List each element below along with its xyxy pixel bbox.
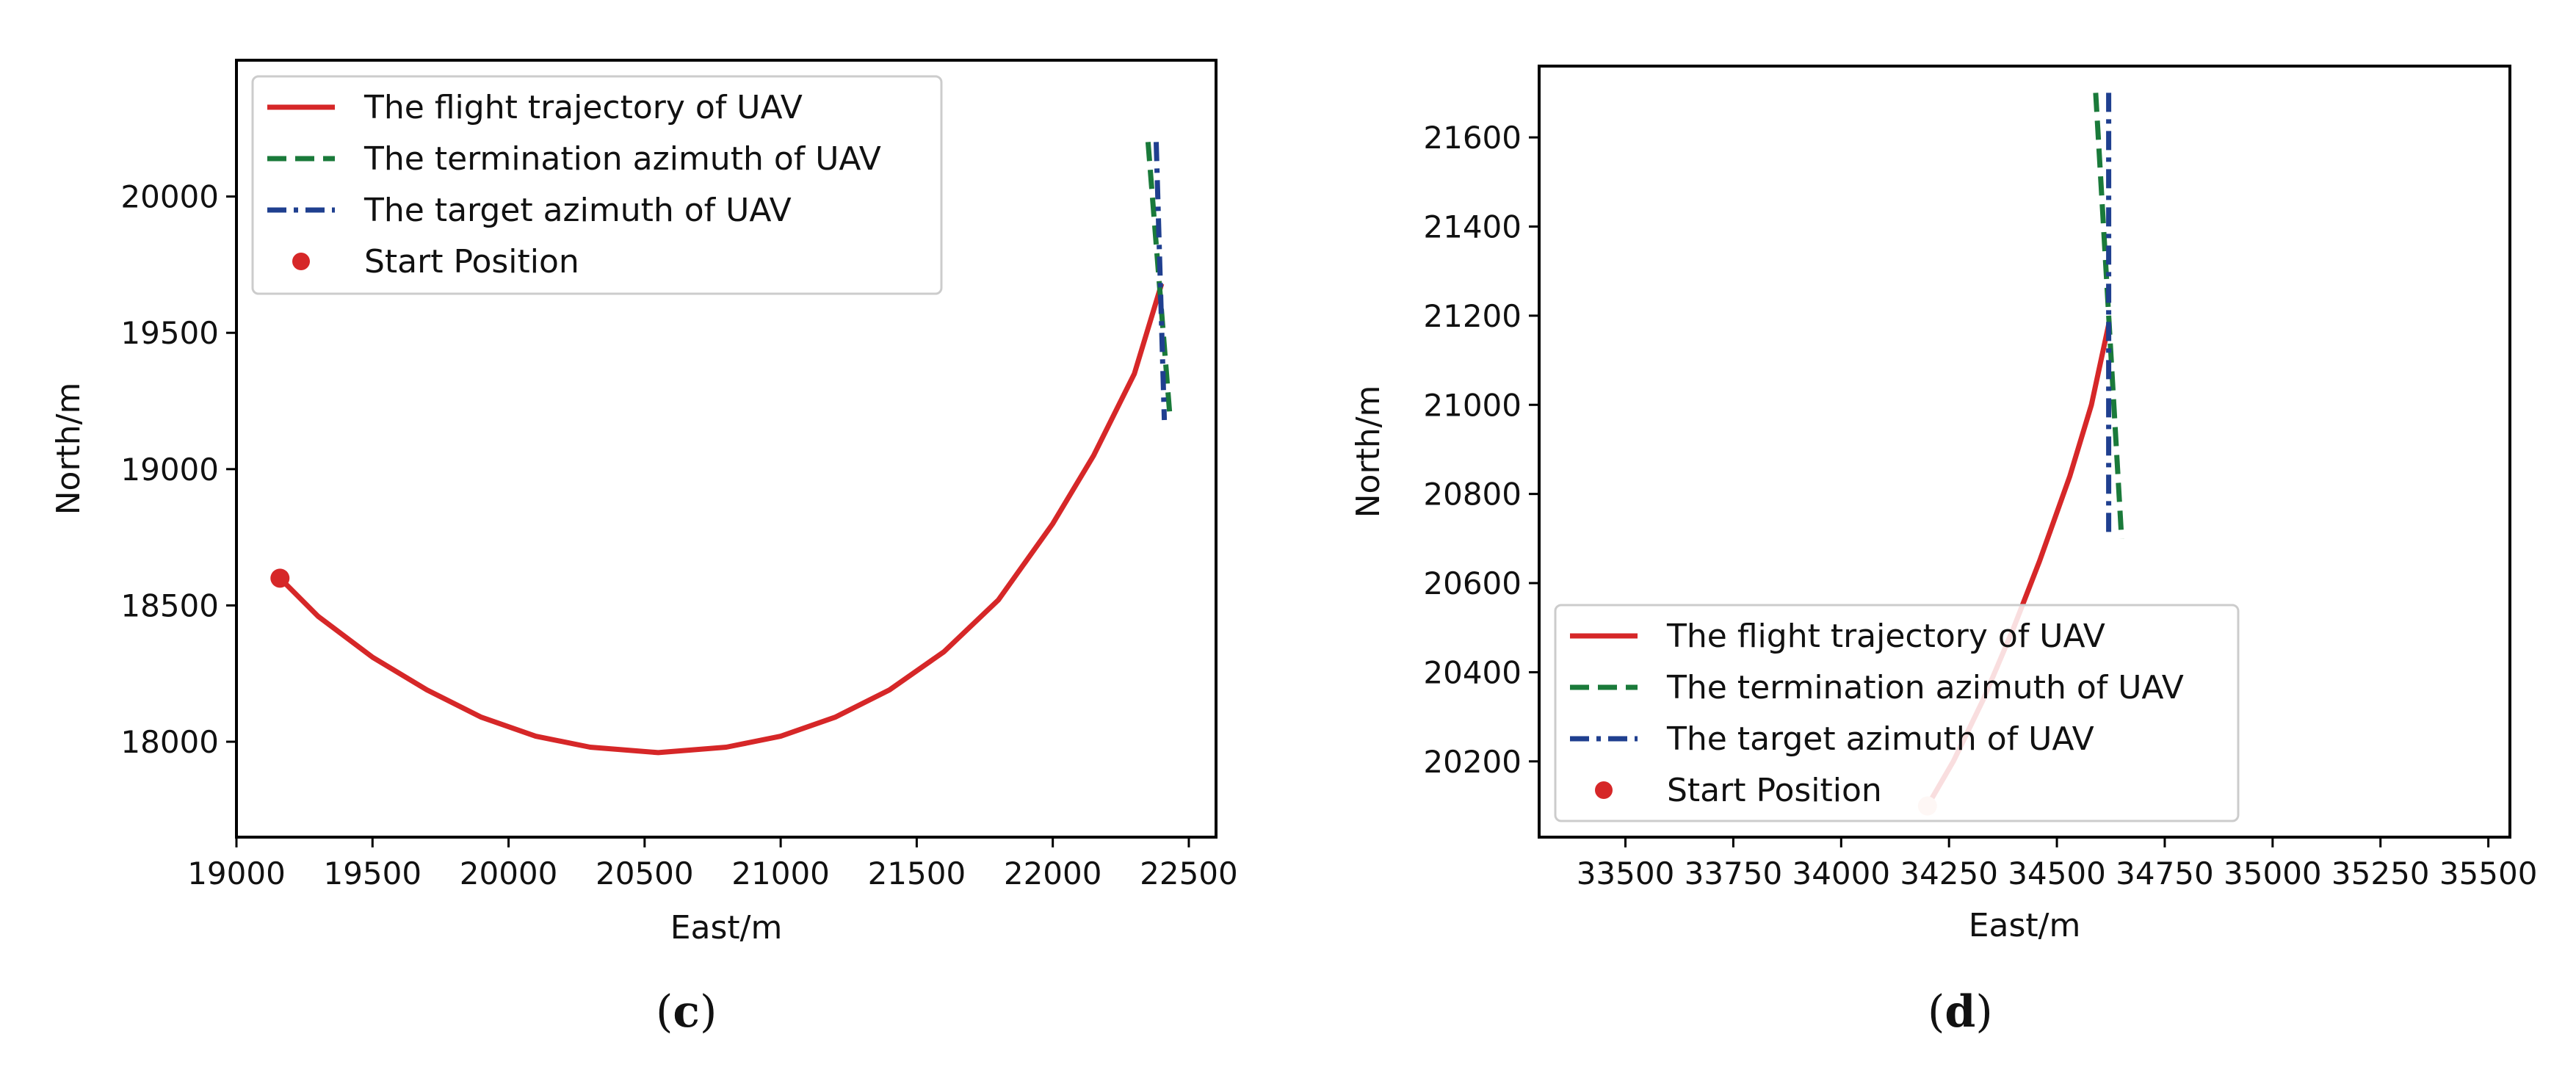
y-tick-label: 21200 [1423,298,1522,334]
x-tick-label: 34000 [1792,855,1890,891]
legend-marker [1595,781,1613,799]
x-tick-label: 34500 [2008,855,2106,891]
x-tick-label: 19500 [323,855,422,891]
x-tick-label: 35000 [2224,855,2322,891]
series-line-1 [2093,93,2124,539]
x-tick-label: 34250 [1900,855,1998,891]
y-tick-label: 21600 [1423,120,1522,156]
legend-label: Start Position [1667,772,1882,809]
y-tick-label: 18500 [120,587,219,623]
panel-caption: (c) [656,986,717,1038]
legend-marker [292,253,310,270]
y-tick-label: 20000 [120,179,219,215]
x-tick-label: 33500 [1577,855,1675,891]
y-tick-label: 20400 [1423,654,1522,690]
y-axis-label: North/m [50,383,87,516]
y-tick-label: 21400 [1423,209,1522,245]
x-tick-label: 33750 [1685,855,1783,891]
y-tick-label: 21000 [1423,387,1522,423]
legend-label: The flight trajectory of UAV [363,89,803,126]
tick-layer: 33500 33750 34000 34250 34500 34750 35000 35250… [1423,120,2537,891]
series-line-2 [1154,142,1168,421]
y-tick-label: 20200 [1423,744,1522,780]
legend-label: The termination azimuth of UAV [363,140,881,178]
x-tick-label: 20500 [596,855,694,891]
y-tick-label: 19000 [120,452,219,488]
legend-box [1554,604,2240,822]
x-tick-label: 22500 [1140,855,1238,891]
legend: The flight trajectory of UAV The terminat… [251,75,943,295]
plot-frame [235,59,1218,839]
legend-label: The termination azimuth of UAV [1666,669,2184,706]
legend-label: The target azimuth of UAV [1666,720,2094,758]
start-position-marker [270,568,290,588]
chart-panel-d: 33500 33750 34000 34250 34500 34750 35000 35250… [1350,65,2537,1038]
x-tick-label: 20000 [460,855,558,891]
y-axis-label: North/m [1350,386,1387,518]
series-layer [270,142,1173,756]
series-line-1 [1145,142,1173,415]
x-tick-label: 21000 [731,855,830,891]
x-tick-label: 34750 [2116,855,2214,891]
legend-label: The target azimuth of UAV [363,192,792,229]
x-tick-label: 19000 [187,855,286,891]
legend-box [251,75,943,295]
y-tick-label: 20800 [1423,477,1522,513]
x-tick-label: 35500 [2439,855,2538,891]
x-tick-label: 22000 [1004,855,1102,891]
x-tick-label: 35250 [2331,855,2430,891]
x-axis-label: East/m [670,909,783,947]
plot-frame [1538,65,2511,839]
legend: The flight trajectory of UAV The terminat… [1554,604,2240,822]
chart-panel-c: 19000 19500 20000 20500 21000 21500 22000 22500… [50,59,1238,1038]
series-line-0 [278,283,1165,756]
panel-caption: (d) [1928,986,1993,1038]
tick-layer: 19000 19500 20000 20500 21000 21500 22000 22500… [120,179,1237,891]
legend-label: The flight trajectory of UAV [1666,618,2105,655]
x-tick-label: 21500 [868,855,966,891]
legend-label: Start Position [364,243,579,281]
y-tick-label: 20600 [1423,565,1522,601]
x-axis-label: East/m [1969,907,2081,944]
y-tick-label: 18000 [120,724,219,760]
y-tick-label: 19500 [120,315,219,351]
